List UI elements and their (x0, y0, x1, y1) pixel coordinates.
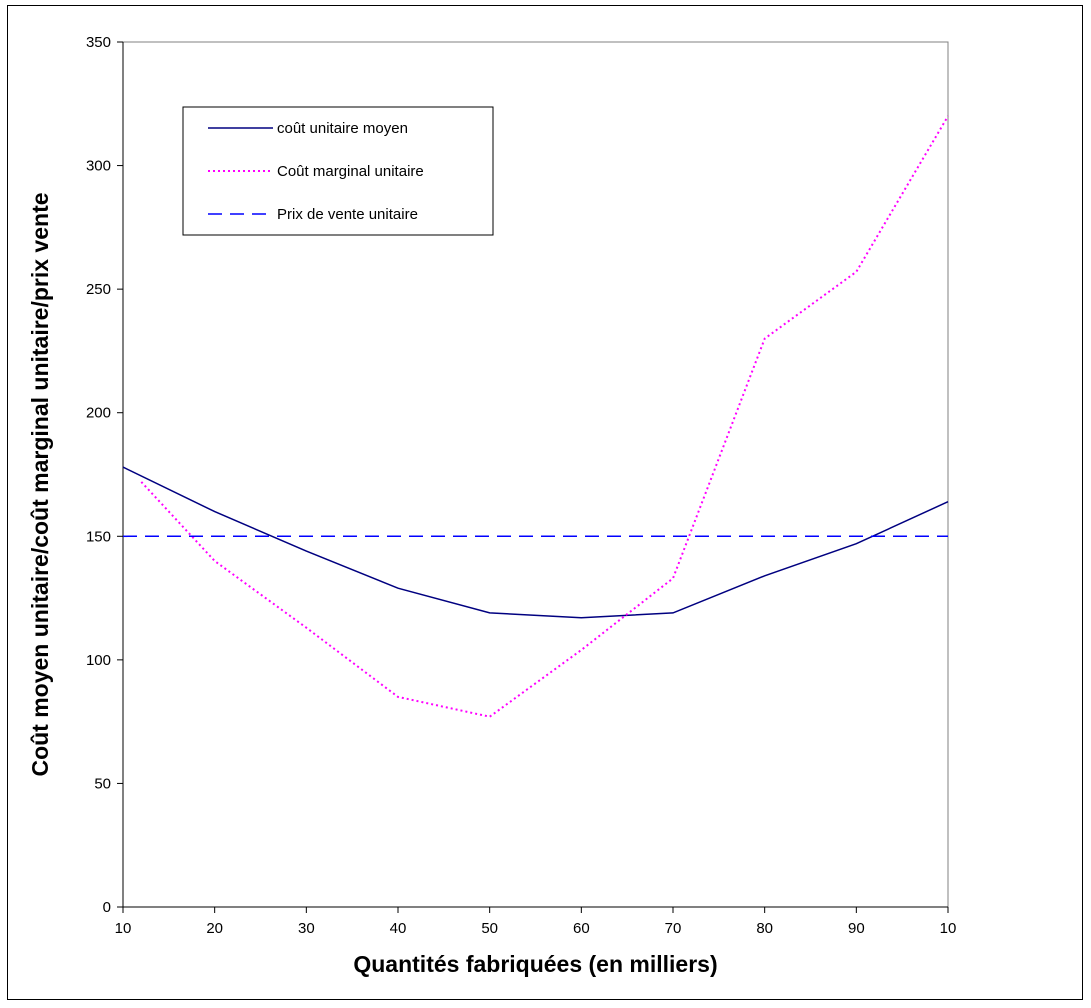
legend-label: Prix de vente unitaire (277, 206, 418, 223)
series-line-1 (122, 466, 949, 619)
x-axis-label: Quantités fabriquées (en milliers) (353, 951, 717, 977)
x-tick-label: 30 (298, 920, 315, 937)
x-tick-label: 90 (848, 920, 865, 937)
x-tick-label: 70 (665, 920, 682, 937)
legend: coût unitaire moyen Coût marginal unitair… (182, 106, 494, 236)
x-tick-label: 50 (481, 920, 498, 937)
y-tick-label: 150 (86, 528, 111, 545)
series-layer (122, 115, 949, 718)
y-tick-label: 50 (94, 775, 111, 792)
x-tick-label: 10 (940, 920, 957, 937)
y-tick-label: 200 (86, 405, 111, 422)
x-tick-label: 60 (573, 920, 590, 937)
y-tick-label: 100 (86, 652, 111, 669)
series-line-2 (140, 115, 949, 718)
x-tick-label: 10 (115, 920, 132, 937)
axes: 0 50 100 150 200 250 300 350 10 20 30 40 50 60 70 80 90 1… (86, 34, 956, 937)
y-tick-label: 300 (86, 158, 111, 175)
x-tick-label: 40 (390, 920, 407, 937)
y-axis-label: Coût moyen unitaire/coût marginal unitai… (27, 192, 53, 776)
x-tick-label: 20 (206, 920, 223, 937)
legend-label: Coût marginal unitaire (277, 163, 424, 180)
y-tick-label: 0 (103, 899, 111, 916)
x-tick-label: 80 (756, 920, 773, 937)
y-tick-label: 250 (86, 281, 111, 298)
y-tick-label: 350 (86, 34, 111, 51)
legend-label: coût unitaire moyen (277, 120, 408, 137)
